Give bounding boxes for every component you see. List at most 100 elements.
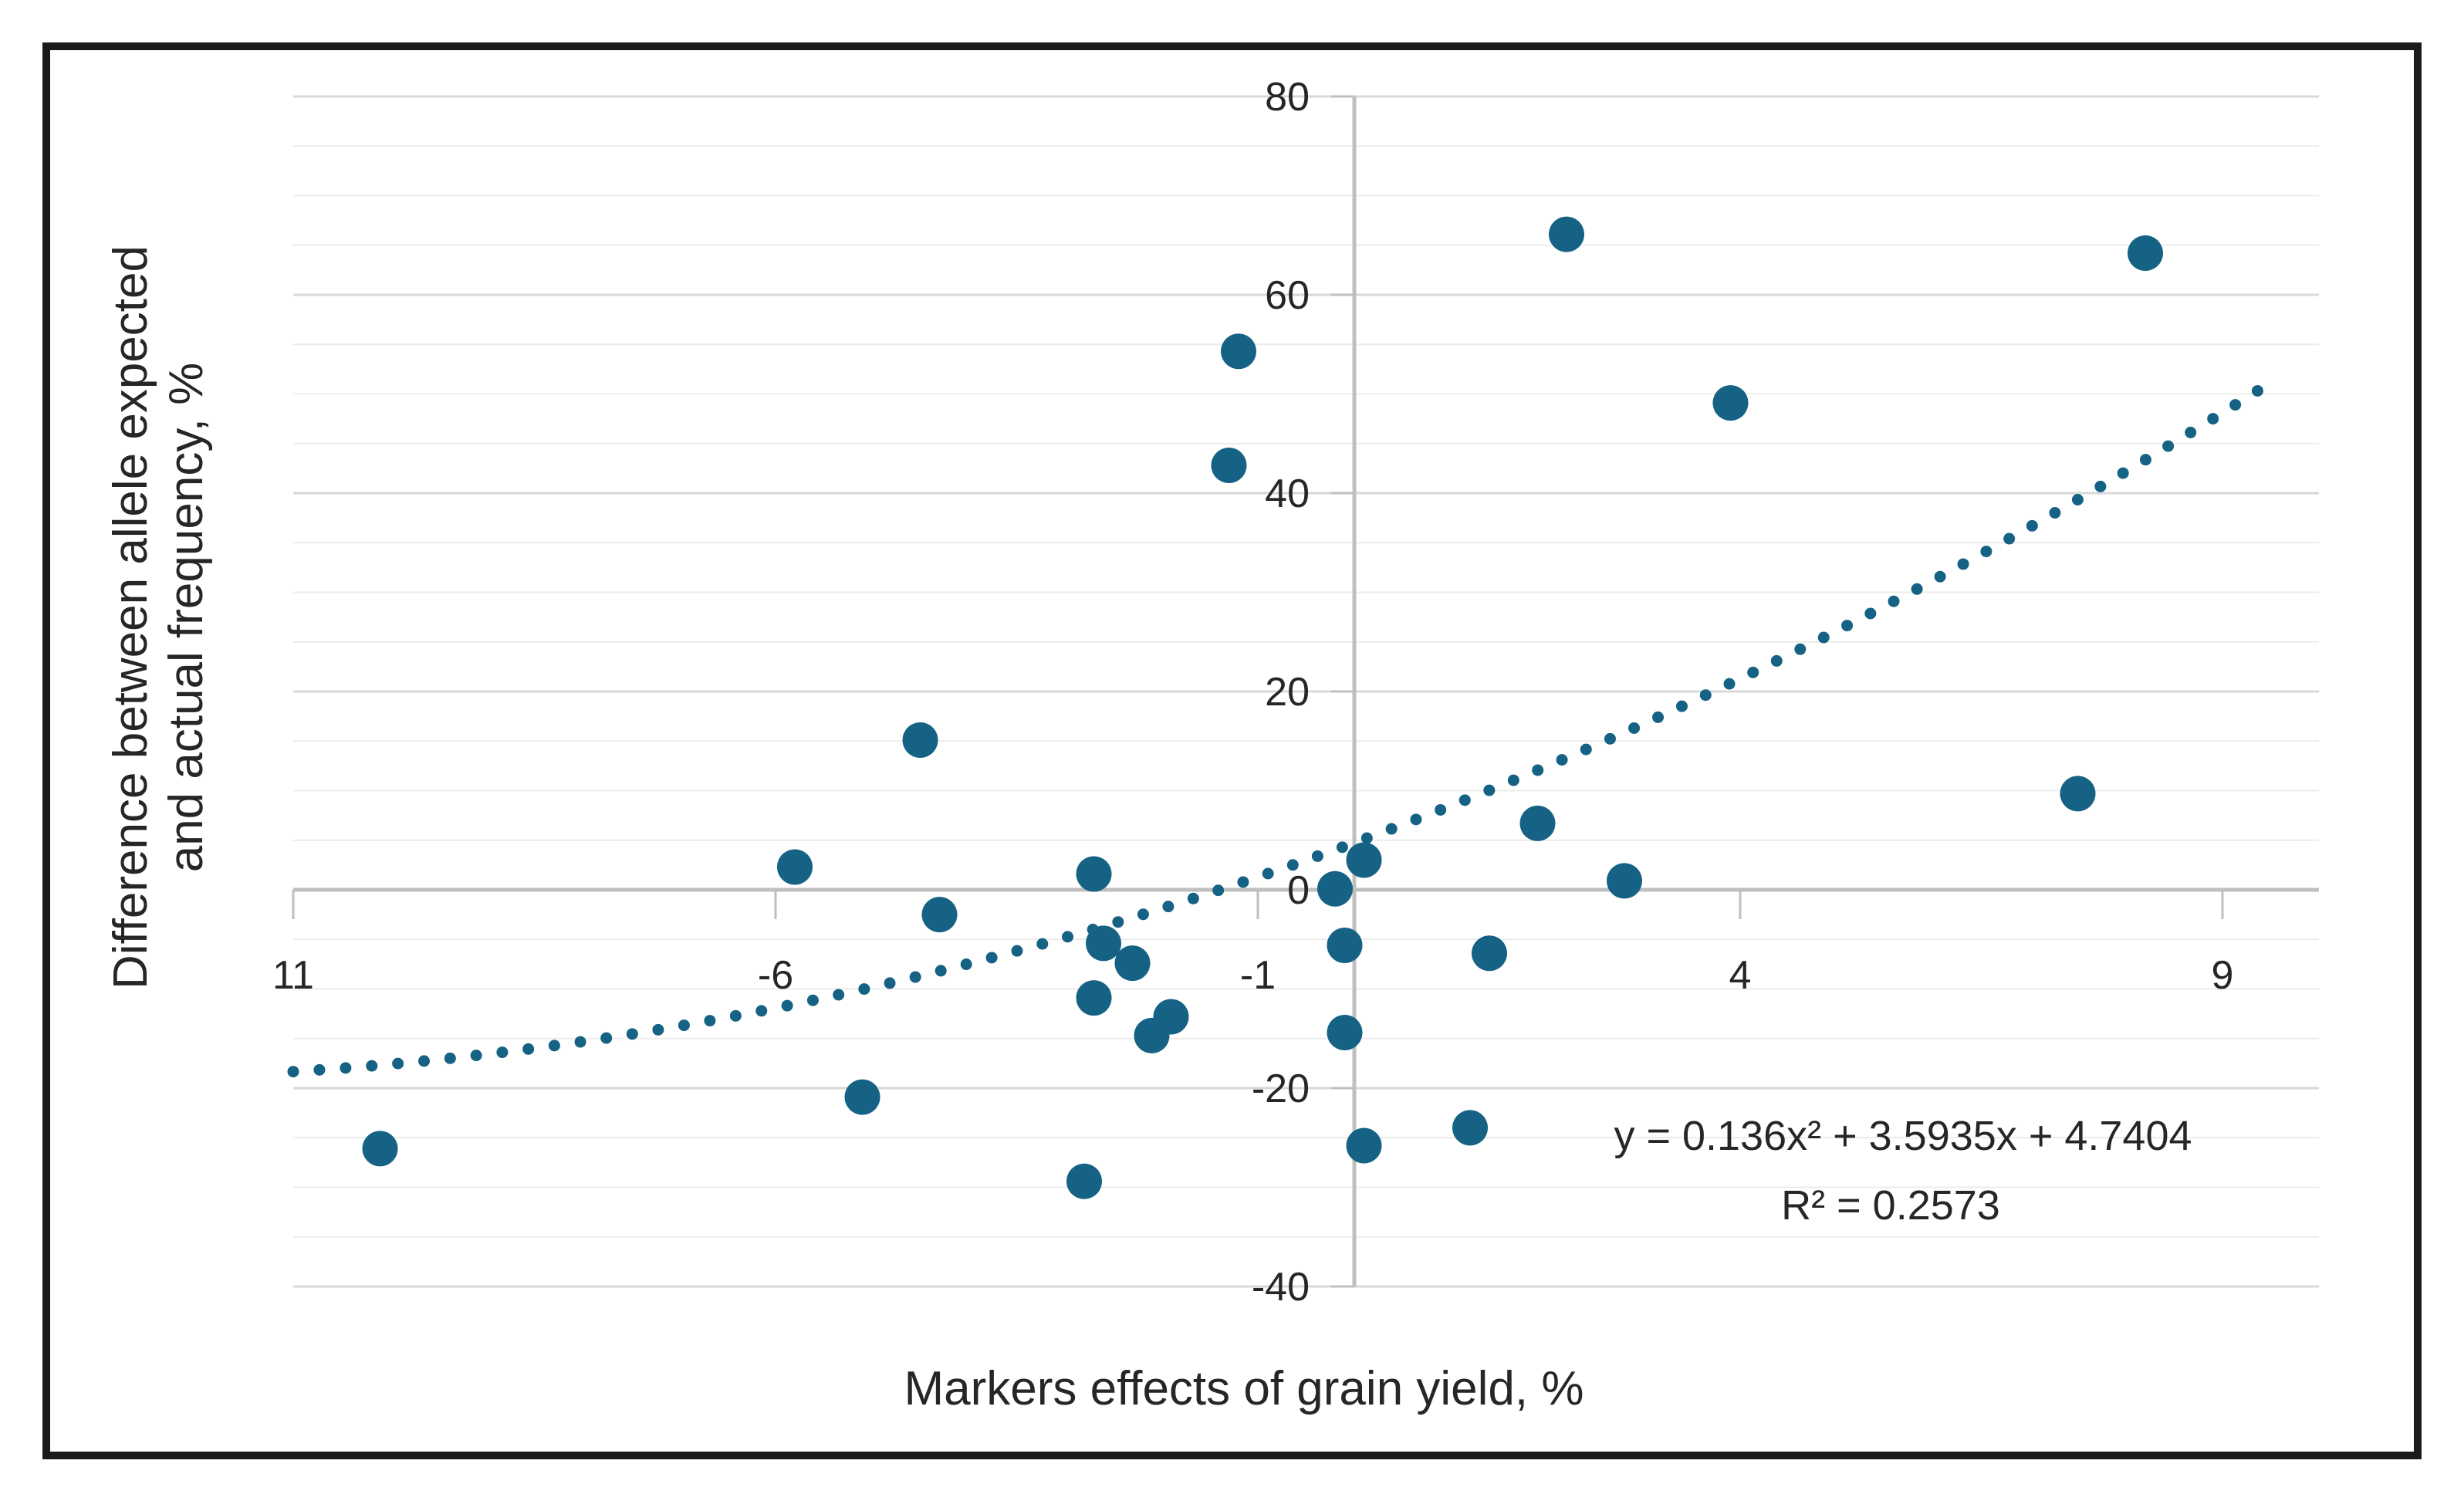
trendline-dot <box>1628 722 1641 734</box>
data-point <box>1327 1015 1363 1051</box>
trendline-dot <box>1934 570 1946 583</box>
y-tick-label: 40 <box>1265 472 1310 516</box>
trendline-dot <box>1137 908 1149 921</box>
trendline-dot <box>1580 743 1592 756</box>
data-point <box>1519 805 1556 841</box>
y-axis-title-line1: Difference between allele expected <box>104 245 157 989</box>
data-point <box>1327 927 1363 963</box>
data-point <box>921 897 958 933</box>
trendline-dot <box>2207 413 2219 425</box>
trendline-dot <box>1011 945 1023 957</box>
trendline-dot <box>1036 938 1049 950</box>
trendline-dot <box>781 999 793 1012</box>
trendline-dot <box>340 1062 352 1074</box>
trendline-dot <box>1911 583 1923 595</box>
data-point <box>1076 856 1112 892</box>
data-point <box>1317 871 1353 907</box>
trendline-dot <box>1841 620 1854 632</box>
trendline-dot <box>1385 823 1398 835</box>
trendline-dot <box>755 1005 768 1017</box>
x-axis-title: Markers effects of grain yield, % <box>904 1362 1584 1415</box>
trendline-dot <box>1311 850 1323 862</box>
trendline-dot <box>1864 607 1877 620</box>
trendline-dot <box>1286 859 1299 871</box>
data-point <box>1549 216 1584 252</box>
data-point <box>2060 776 2096 812</box>
trendline-dot <box>287 1066 299 1078</box>
data-point <box>362 1131 398 1167</box>
data-point <box>1452 1110 1488 1146</box>
trendline-dot <box>833 989 845 1001</box>
trendline-dot <box>1360 832 1373 844</box>
trendline-dot <box>2117 467 2129 479</box>
trendline-dot <box>417 1055 430 1067</box>
data-point <box>1221 333 1256 370</box>
y-axis-tick-labels: 80 60 40 20 0 -20 -40 <box>1252 75 1310 1310</box>
trendline-dot <box>626 1028 638 1040</box>
data-point <box>777 849 813 885</box>
y-axis-title-line2: and actual frequency, % <box>160 363 213 873</box>
trendline-dot <box>2094 480 2107 492</box>
trendline-dot <box>704 1015 716 1027</box>
x-tick-label: 11 <box>272 953 314 998</box>
trendline-dot <box>729 1009 742 1022</box>
trendline-dot <box>1162 901 1175 913</box>
major-gridlines <box>293 95 2319 1288</box>
data-points <box>362 216 2163 1199</box>
trendline-dot <box>444 1052 456 1064</box>
trendline-dot <box>1262 867 1274 880</box>
trendline-dot <box>1483 784 1496 796</box>
trendline-dot <box>1112 916 1124 928</box>
trendline-dot <box>1794 643 1807 655</box>
trendline-dot <box>1675 700 1688 712</box>
trendline-dot <box>574 1036 586 1048</box>
x-tick-label: -1 <box>1240 953 1276 998</box>
data-point <box>1076 980 1112 1016</box>
data-point <box>1712 385 1749 421</box>
y-tick-label: -20 <box>1252 1067 1310 1111</box>
minor-gridlines <box>293 145 2319 1238</box>
trendline-dot <box>1532 764 1544 776</box>
data-point <box>1211 448 1247 484</box>
data-point <box>1607 863 1642 899</box>
trendline-dot <box>1237 876 1249 888</box>
trendline-dot <box>1507 774 1519 786</box>
trendline-dot <box>2162 440 2175 452</box>
trendline-dot <box>1062 931 1074 943</box>
data-point <box>1153 999 1189 1035</box>
y-tick-label: 80 <box>1265 75 1310 120</box>
trendline-dot <box>858 983 870 996</box>
trendline-r-squared: R² = 0.2573 <box>1781 1182 2000 1229</box>
trendline-dot <box>652 1023 664 1036</box>
trendline-dot <box>1187 892 1199 904</box>
x-axis-tick-marks <box>292 890 2224 919</box>
x-axis-tick-labels: 11 -6 -1 4 9 <box>272 953 2233 998</box>
trendline-dot <box>2139 454 2151 466</box>
trendline-dot <box>1770 654 1783 667</box>
trendline-dot <box>1888 595 1900 607</box>
dotted-trendline <box>287 384 2263 1078</box>
data-point <box>1114 945 1151 982</box>
trendline-dot <box>884 977 896 989</box>
trendline-dot <box>392 1057 404 1070</box>
trendline-dot <box>2003 532 2016 545</box>
x-tick-label: 4 <box>1729 953 1752 998</box>
trendline-dot <box>2251 384 2263 397</box>
data-point <box>1066 1163 1102 1199</box>
trendline-dot <box>1747 666 1759 678</box>
trendline-dot <box>522 1043 535 1055</box>
trendline-dot <box>2185 426 2197 438</box>
data-point <box>1472 935 1507 972</box>
data-point <box>902 722 938 758</box>
trendline-dot <box>548 1040 560 1052</box>
trendline-dot <box>1980 546 1992 558</box>
trendline-equation: y = 0.136x² + 3.5935x + 4.7404 <box>1614 1113 2192 1159</box>
trendline-dot <box>1336 841 1348 854</box>
trendline-dot <box>985 952 998 964</box>
trendline-dot <box>1652 711 1665 723</box>
data-point <box>844 1079 880 1115</box>
trendline-dot <box>960 958 972 971</box>
y-axis-tick-marks <box>1331 95 1354 1288</box>
trendline-dot <box>1435 803 1447 816</box>
